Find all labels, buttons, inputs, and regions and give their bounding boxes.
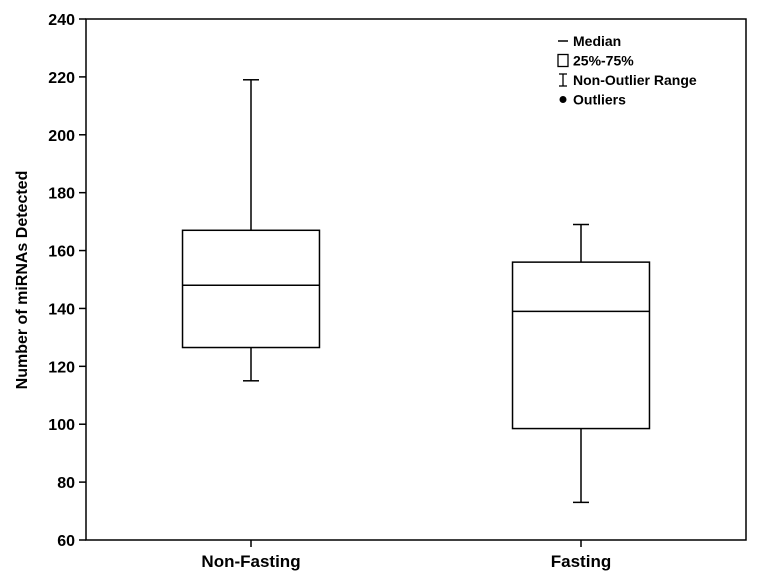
y-tick-label: 100 xyxy=(48,417,75,434)
y-tick-label: 200 xyxy=(48,128,75,145)
y-tick-label: 180 xyxy=(48,186,75,203)
x-tick-label: Fasting xyxy=(551,552,611,571)
y-tick-label: 240 xyxy=(48,12,75,29)
iqr-box xyxy=(181,229,321,349)
y-tick-label: 160 xyxy=(48,244,75,261)
x-tick-label: Non-Fasting xyxy=(201,552,300,571)
plot-area xyxy=(85,18,747,541)
y-axis-title: Number of miRNAs Detected xyxy=(14,171,31,390)
legend-outlier-symbol xyxy=(559,96,567,103)
boxes xyxy=(181,79,651,504)
box-non-fasting xyxy=(181,79,321,382)
y-tick-label: 120 xyxy=(48,359,75,376)
legend-label-25-75: 25%-75% xyxy=(573,53,634,69)
legend-label-median: Median xyxy=(573,33,621,49)
x-axis-ticks: Non-Fasting Fasting xyxy=(201,540,611,571)
y-axis-ticks: 60 80 100 120 140 160 180 200 220 240 xyxy=(48,12,86,550)
legend-label-non-outlier-range: Non-Outlier Range xyxy=(573,72,697,88)
legend-box-symbol xyxy=(557,53,569,68)
y-tick-label: 140 xyxy=(48,301,75,318)
y-tick-label: 220 xyxy=(48,70,75,87)
box-fasting xyxy=(511,223,651,504)
y-tick-label: 60 xyxy=(57,533,75,550)
legend: Median 25%-75% Non-Outlier Range Outliers xyxy=(557,33,697,108)
y-tick-label: 80 xyxy=(57,475,75,492)
iqr-box xyxy=(511,261,651,430)
legend-label-outliers: Outliers xyxy=(573,92,626,108)
